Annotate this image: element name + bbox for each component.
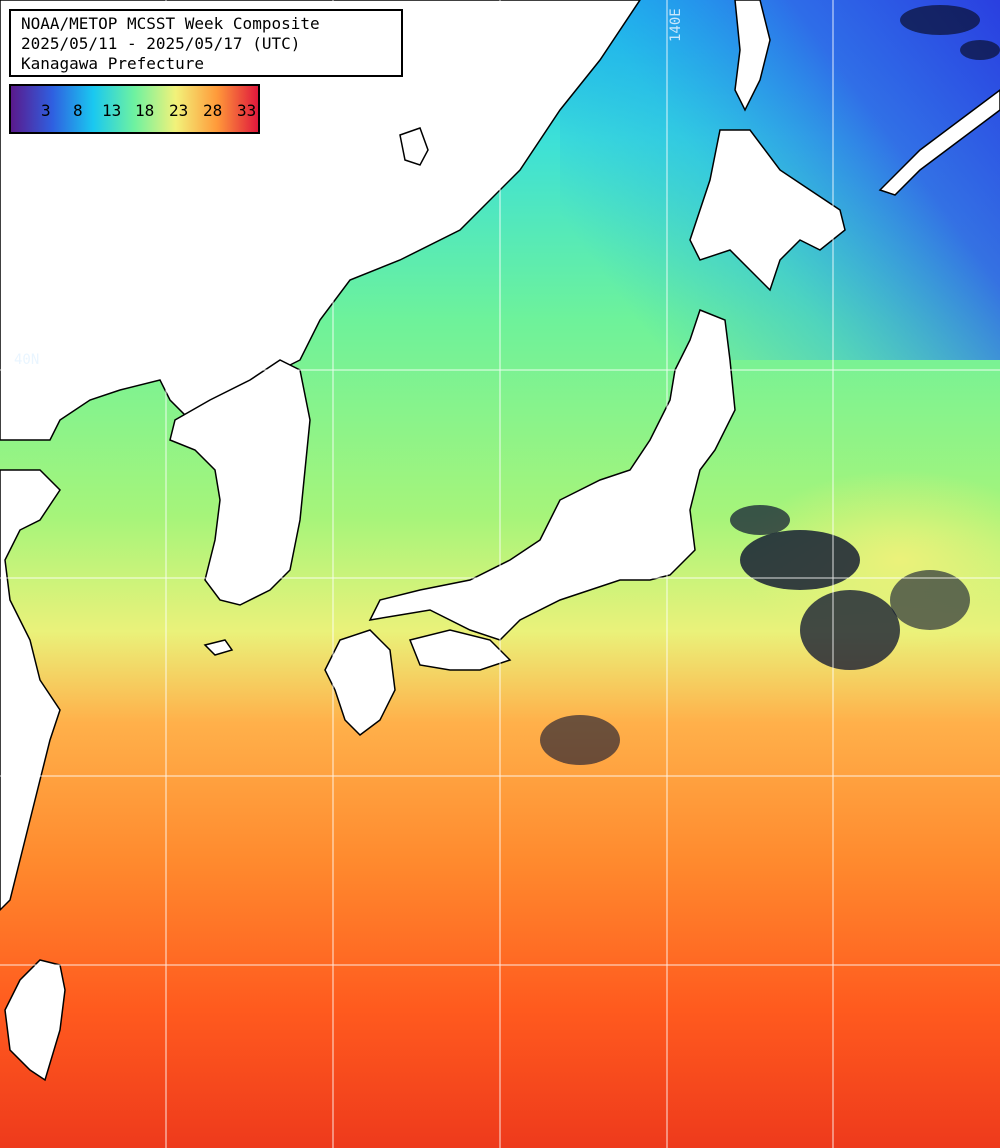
legend-tick-label: 23 [169,101,189,120]
jeju-island [203,639,234,656]
korea-peninsula [169,359,311,606]
legend-tick-label: 28 [203,101,223,120]
honshu [368,309,736,641]
longitude-label-140e: 140E [668,8,684,42]
land [0,0,1000,1082]
kyushu [324,629,396,736]
latitude-label-40n: 40N [14,352,40,368]
cloud-mask [540,5,1000,765]
legend-tick-label: 13 [102,101,122,120]
kuril-edge [878,89,1000,196]
legend-tick-label: 18 [135,101,155,120]
temperature-legend: 3 8 13 18 23 28 33 [9,84,260,134]
title-line-2: 2025/05/11 - 2025/05/17 (UTC) [21,34,301,53]
shikoku [408,629,512,671]
legend-tick-label: 3 [41,101,51,120]
sakhalin [734,0,771,112]
china-coast [0,469,61,912]
legend-tick-label: 33 [237,101,257,120]
taiwan [4,959,66,1082]
hokkaido [689,129,846,292]
small-island [399,127,429,166]
title-line-1: NOAA/METOP MCSST Week Composite [21,14,320,33]
title-line-3: Kanagawa Prefecture [21,54,205,73]
title-box: NOAA/METOP MCSST Week Composite 2025/05/… [9,9,403,77]
legend-tick-label: 8 [73,101,83,120]
legend-ticks: 3 8 13 18 23 28 33 [11,86,258,132]
